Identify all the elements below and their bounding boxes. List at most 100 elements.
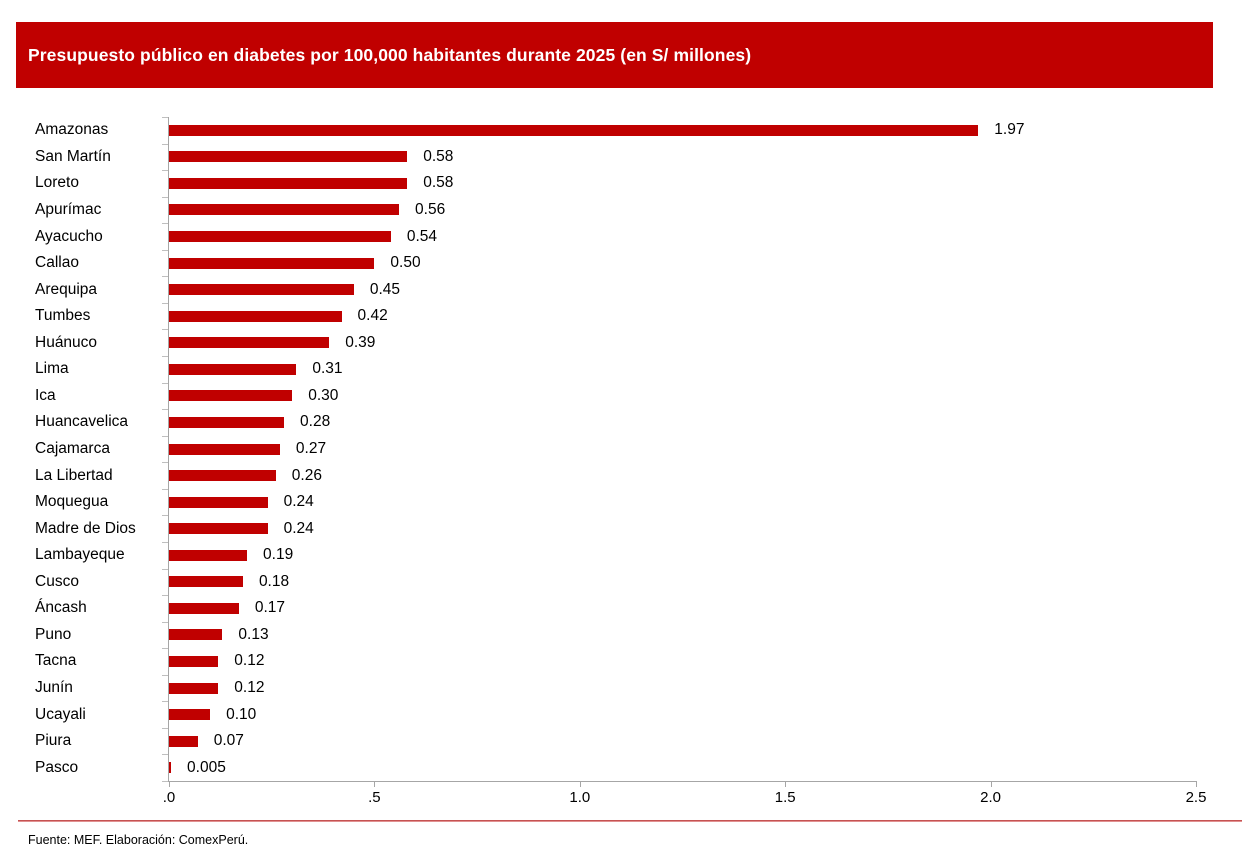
category-label: Ucayali — [35, 705, 86, 723]
category-label: Pasco — [35, 758, 79, 776]
bar — [169, 709, 211, 721]
category-label: Junín — [35, 679, 73, 697]
x-axis-tick — [990, 781, 992, 787]
x-axis-tick-label: 1.5 — [774, 789, 796, 806]
x-axis-tick-label: 1.0 — [569, 789, 591, 806]
bar — [169, 655, 219, 667]
x-axis-tick-label: 2.5 — [1185, 789, 1207, 806]
y-axis-tick — [162, 302, 168, 304]
bar — [169, 496, 268, 508]
bar — [169, 416, 285, 428]
y-axis-tick — [162, 435, 168, 437]
category-label: Cusco — [35, 572, 79, 590]
value-label: 0.30 — [308, 386, 339, 404]
y-axis-line — [168, 117, 169, 781]
y-axis-tick — [162, 196, 168, 198]
value-label: 0.45 — [369, 280, 401, 298]
value-label: 0.18 — [258, 572, 290, 590]
bar — [169, 204, 400, 216]
x-axis-tick — [169, 781, 170, 787]
y-axis-tick — [162, 356, 168, 358]
x-axis-tick-label: .5 — [368, 789, 381, 806]
value-label: 0.24 — [283, 493, 314, 511]
bar — [169, 443, 280, 455]
y-axis-tick — [162, 621, 168, 623]
y-axis-tick — [162, 409, 168, 411]
x-axis-tick-label: .0 — [162, 789, 176, 806]
bar — [169, 231, 391, 243]
y-axis-tick — [162, 674, 168, 676]
bar — [169, 549, 248, 561]
y-axis-tick — [162, 143, 168, 145]
category-label: Tacna — [35, 652, 77, 670]
value-label: 0.07 — [213, 732, 244, 750]
value-label: 0.39 — [345, 333, 376, 351]
category-label: Lambayeque — [35, 546, 125, 564]
bar — [169, 151, 408, 163]
bar — [169, 602, 239, 614]
category-label: Callao — [35, 254, 79, 272]
category-label: Áncash — [35, 599, 87, 617]
footer-divider — [18, 820, 1242, 822]
value-label: 0.50 — [390, 254, 421, 272]
value-label: 0.17 — [254, 599, 285, 617]
y-axis-tick — [162, 329, 168, 331]
y-axis-tick — [162, 701, 168, 703]
y-axis-tick — [162, 541, 168, 543]
y-axis-tick — [162, 515, 168, 517]
category-label: Cajamarca — [35, 440, 110, 457]
value-label: 0.31 — [312, 360, 343, 378]
source-note: Fuente: MEF. Elaboración: ComexPerú. — [28, 833, 249, 847]
plot-area: Amazonas 1.97 San Martín 0.58 Loreto 0.58 Apur… — [35, 117, 1207, 806]
bar — [169, 735, 198, 747]
category-label: Tumbes — [35, 307, 91, 325]
bar — [169, 257, 375, 269]
value-label: 0.56 — [415, 200, 446, 218]
x-axis-tick — [374, 781, 376, 787]
y-axis-tick — [162, 488, 168, 490]
bar — [169, 363, 297, 375]
bar — [169, 177, 408, 189]
y-axis-tick — [162, 754, 168, 756]
category-label: San Martín — [35, 147, 111, 165]
x-axis-tick-label: 2.0 — [980, 789, 1002, 806]
y-axis-tick — [162, 117, 168, 118]
value-label: 0.58 — [423, 174, 454, 192]
y-axis-tick — [162, 223, 168, 225]
bar — [169, 576, 243, 588]
bar — [169, 284, 354, 296]
category-label: Ayacucho — [35, 227, 103, 245]
value-label: 0.28 — [300, 413, 331, 431]
category-label: Moquegua — [35, 493, 109, 511]
category-label: Madre de Dios — [35, 519, 136, 537]
value-label: 0.26 — [291, 466, 322, 484]
value-label: 0.42 — [357, 307, 388, 325]
category-label: Apurímac — [35, 200, 102, 218]
x-axis-tick — [785, 781, 787, 787]
y-axis-tick — [162, 249, 168, 251]
value-label: 1.97 — [994, 121, 1025, 139]
category-label: Loreto — [35, 174, 79, 192]
value-label: 0.12 — [234, 679, 265, 697]
category-label: Ica — [35, 386, 56, 404]
y-axis-tick — [162, 595, 168, 597]
category-label: La Libertad — [35, 466, 113, 484]
y-axis-tick — [162, 648, 168, 650]
bar — [169, 682, 219, 694]
value-label: 0.12 — [234, 652, 265, 670]
y-axis-tick — [162, 382, 168, 384]
bar — [169, 629, 223, 641]
value-label: 0.10 — [226, 705, 257, 723]
value-label: 0.27 — [295, 440, 327, 457]
x-axis-tick — [579, 781, 581, 787]
bar — [169, 762, 172, 774]
category-label: Arequipa — [35, 280, 98, 298]
category-label: Puno — [35, 625, 72, 643]
category-label: Piura — [35, 732, 72, 750]
category-label: Amazonas — [35, 121, 109, 139]
value-label: 0.24 — [283, 519, 314, 537]
value-label: 0.58 — [423, 147, 454, 165]
y-axis-tick — [162, 462, 168, 464]
value-label: 0.54 — [406, 227, 437, 245]
